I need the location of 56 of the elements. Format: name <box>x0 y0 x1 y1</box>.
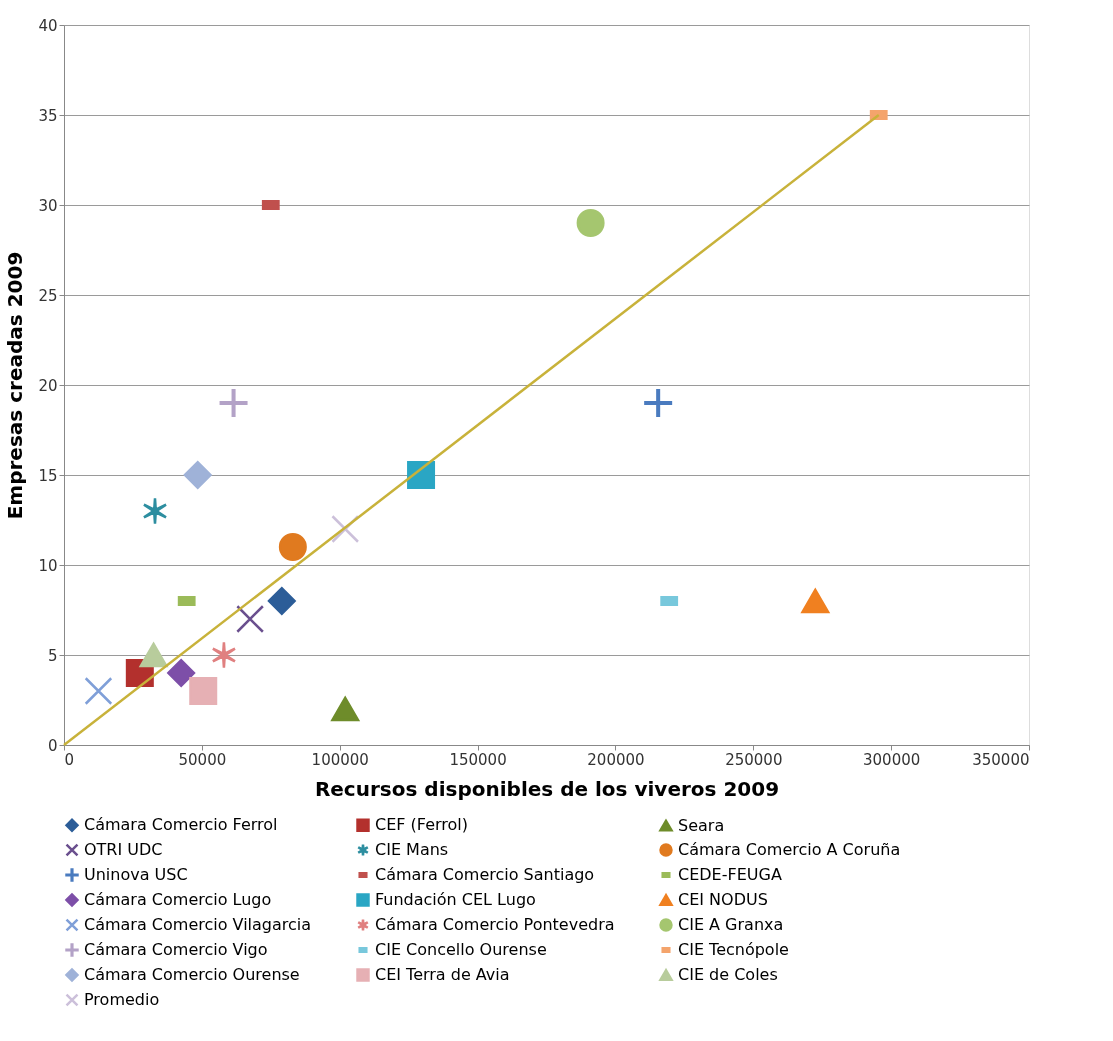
point <box>167 659 196 687</box>
legend-label: CEDE-FEUGA <box>678 865 782 884</box>
legend-label: Cámara Comercio Vilagarcia <box>84 915 312 934</box>
y-tick-label: 25 <box>38 286 58 305</box>
point <box>211 641 237 669</box>
x-tick-label: 50000 <box>178 750 227 769</box>
legend-label: CIE A Granxa <box>678 915 784 934</box>
point <box>139 642 168 668</box>
point <box>267 587 296 615</box>
x-tick-label: 200000 <box>587 750 645 769</box>
point <box>331 696 360 722</box>
legend-label: CIE Concello Ourense <box>375 940 547 959</box>
legend-label: Cámara Comercio Ferrol <box>84 815 278 835</box>
y-axis-title: Empresas creadas 2009 <box>3 251 28 520</box>
y-tick-label: 40 <box>38 16 58 35</box>
legend-label: Promedio <box>84 990 160 1009</box>
legend-label: CIE Tecnópole <box>678 940 789 959</box>
x-tick-label: 150000 <box>449 750 507 769</box>
point <box>183 461 212 489</box>
legend-label: CEI NODUS <box>678 890 768 909</box>
x-tick-label: 350000 <box>972 750 1030 769</box>
point <box>576 209 605 237</box>
y-tick-label: 0 <box>47 736 58 755</box>
point <box>278 533 307 561</box>
y-tick-label: 10 <box>38 556 58 575</box>
y-tick-label: 35 <box>38 106 58 125</box>
y-tick-label: 20 <box>38 376 58 395</box>
legend-label: Cámara Comercio Vigo <box>84 940 268 959</box>
x-axis-title: Recursos disponibles de los viveros 2009 <box>314 776 780 801</box>
y-tick-label: 15 <box>38 466 58 485</box>
x-tick-label: 300000 <box>863 750 921 769</box>
point <box>236 605 265 633</box>
y-tick-label: 30 <box>38 196 58 215</box>
legend-label: Cámara Comercio Ourense <box>84 965 300 984</box>
x-tick-label: 100000 <box>311 750 369 769</box>
point <box>189 677 218 705</box>
x-tick-label: 0 <box>64 750 75 769</box>
point <box>644 389 673 417</box>
point <box>801 588 830 614</box>
point <box>142 497 168 525</box>
legend-label: Cámara Comercio Lugo <box>84 890 272 909</box>
legend-label: Seara <box>678 815 725 835</box>
legend-label: Cámara Comercio A Coruña <box>678 840 901 859</box>
x-tick-label: 250000 <box>725 750 783 769</box>
legend-label: OTRI UDC <box>84 840 163 859</box>
legend-label: Cámara Comercio Santiago <box>375 865 595 884</box>
point <box>84 677 113 705</box>
legend-label: CEI Terra de Avia <box>375 965 510 984</box>
legend-label: CIE Mans <box>375 840 449 859</box>
legend-label: Uninova USC <box>84 865 188 884</box>
y-tick-label: 5 <box>47 646 58 665</box>
legend-label: Fundación CEL Lugo <box>375 890 536 909</box>
legend-label: CIE de Coles <box>678 965 778 984</box>
legend-label: CEF (Ferrol) <box>375 815 468 835</box>
legend-label: Cámara Comercio Pontevedra <box>375 915 615 934</box>
point <box>219 389 248 417</box>
